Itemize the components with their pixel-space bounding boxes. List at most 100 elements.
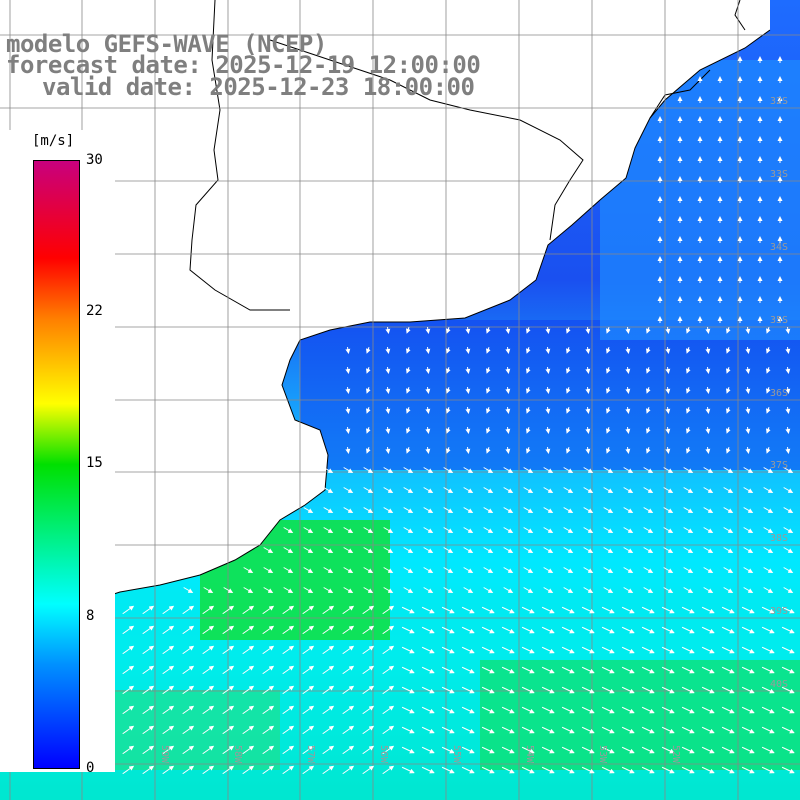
wind-arrow [561, 746, 575, 754]
wind-arrow [761, 766, 775, 774]
wind-arrow [142, 685, 155, 695]
wind-arrow [483, 467, 494, 473]
wind-arrow [445, 427, 451, 434]
wind-arrow [701, 686, 715, 694]
wind-arrow [761, 726, 775, 734]
wind-arrow [641, 706, 655, 714]
wind-arrow [541, 766, 555, 774]
wind-arrow [745, 406, 751, 414]
wind-arrow [783, 547, 794, 553]
wind-arrow [122, 605, 135, 615]
wind-arrow [605, 347, 611, 354]
wind-arrow [625, 406, 631, 414]
wind-arrow [465, 406, 471, 414]
wind-arrow [162, 745, 175, 755]
wind-arrow [162, 645, 175, 655]
wind-arrow [541, 706, 555, 714]
wind-arrow [761, 626, 775, 634]
wind-arrow [521, 686, 535, 694]
wind-arrow [282, 645, 295, 655]
latitude-label: 35S [770, 315, 788, 326]
wind-arrow [685, 367, 691, 374]
wind-arrow [441, 746, 455, 754]
wind-arrow [441, 766, 455, 774]
wind-arrow [142, 705, 155, 715]
wind-arrow [661, 746, 675, 754]
wind-arrow [741, 686, 755, 694]
wind-arrow [222, 665, 235, 675]
wind-arrow [222, 625, 235, 635]
wind-arrow [303, 527, 314, 533]
wind-arrow [765, 347, 771, 354]
wind-arrow [781, 666, 795, 674]
wind-arrow [421, 686, 435, 694]
wind-arrow [182, 645, 195, 655]
wind-arrow [683, 567, 694, 573]
wind-arrow [362, 705, 375, 715]
wind-arrow [563, 487, 574, 493]
wind-arrow [242, 625, 255, 635]
wind-arrow [343, 467, 354, 473]
wind-arrow [242, 685, 255, 695]
wind-arrow [541, 646, 555, 654]
wind-arrow [665, 366, 671, 374]
wind-arrow [605, 447, 611, 454]
wind-arrow [663, 587, 674, 593]
wind-arrow [385, 326, 391, 334]
wind-arrow [743, 467, 754, 473]
wind-arrow [223, 587, 234, 594]
wind-arrow [721, 746, 735, 754]
wind-arrow [725, 367, 731, 374]
wind-arrow [182, 625, 195, 635]
wind-arrow [405, 447, 411, 454]
wind-arrow [643, 527, 654, 533]
wind-arrow [723, 567, 734, 573]
wind-arrow [461, 726, 475, 734]
latitude-label: 37S [770, 460, 788, 471]
latitude-label: 39S [770, 606, 788, 617]
wind-arrow [521, 626, 535, 634]
wind-arrow [623, 527, 634, 533]
wind-arrow [741, 626, 755, 634]
wind-arrow [262, 645, 275, 655]
longitude-label: 56W [378, 745, 389, 764]
wind-arrow [723, 587, 734, 593]
wind-arrow [741, 766, 755, 774]
wind-arrow [322, 745, 335, 755]
wind-arrow [581, 706, 595, 714]
wind-arrow [383, 467, 394, 473]
wind-arrow [243, 567, 254, 574]
wind-arrow [723, 467, 734, 473]
wind-arrow [403, 547, 414, 553]
wind-arrow [421, 746, 435, 754]
wind-arrow [523, 547, 534, 553]
wind-arrow [162, 765, 175, 775]
wind-arrow [182, 705, 195, 715]
wind-arrow [741, 646, 755, 654]
wind-arrow [643, 587, 654, 593]
wind-arrow [362, 665, 375, 675]
forecast-date: forecast date: 2025-12-19 12:00:00 [6, 51, 481, 79]
wind-arrow [461, 626, 475, 634]
wind-arrow [441, 726, 455, 734]
wind-arrow [501, 606, 515, 614]
wind-arrow [663, 547, 674, 553]
latitude-label: 38S [770, 533, 788, 544]
wind-arrow [665, 386, 671, 394]
wind-arrow [142, 605, 155, 615]
wind-arrow [701, 706, 715, 714]
wind-arrow [222, 685, 235, 695]
wind-arrow [561, 666, 575, 674]
wind-arrow [423, 467, 434, 473]
wind-arrow [541, 606, 555, 614]
latitude-label: 33S [770, 169, 788, 180]
wind-arrow [701, 606, 715, 614]
wind-arrow [401, 746, 415, 754]
wind-arrow [501, 626, 515, 634]
wind-arrow [323, 547, 334, 553]
latitude-label: 32S [770, 96, 788, 107]
wind-arrow [703, 527, 714, 533]
wind-arrow [721, 766, 735, 774]
longitude-label: 57W [305, 745, 316, 764]
wind-arrow [222, 725, 235, 735]
